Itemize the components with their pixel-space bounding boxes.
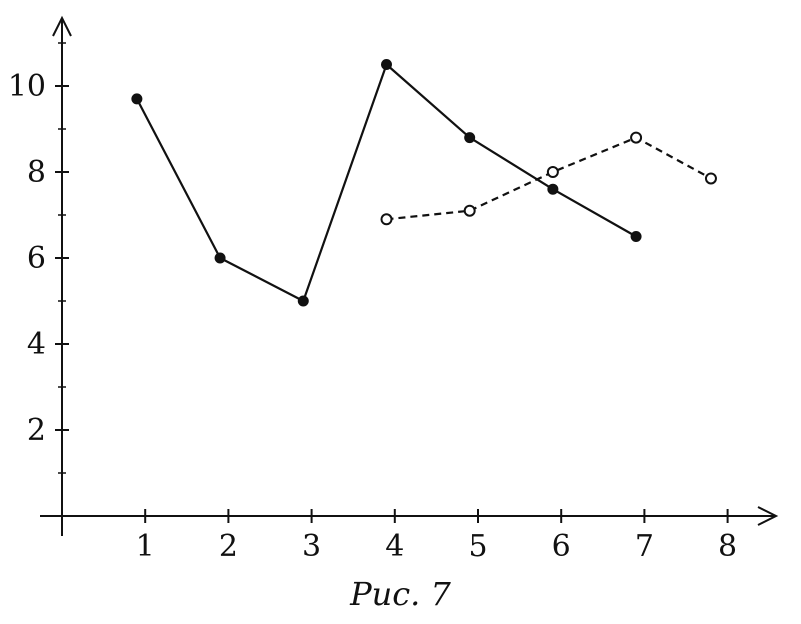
data-point [464,132,476,144]
y-tick-label: 10 [8,69,46,104]
figure-caption: Рис. 7 [350,575,451,613]
series-line [135,63,637,303]
x-tick-label: 1 [136,529,155,564]
series-2 [380,131,717,226]
data-point [131,93,143,105]
data-point [630,231,642,242]
x-tick-label: 2 [219,529,238,564]
series-layer [131,59,717,307]
x-tick-label: 6 [552,529,571,564]
series-1 [131,59,642,307]
data-point [630,131,643,144]
y-tick-label: 8 [27,155,46,190]
x-tick-label: 3 [302,529,321,564]
y-axis-arrow [52,15,72,37]
series-line [386,136,712,221]
data-point [463,204,476,217]
data-point [380,59,392,70]
data-point [214,252,226,264]
x-tick-label: 7 [635,529,654,564]
x-tick-label: 4 [385,529,404,564]
x-axis-arrow [757,506,779,526]
x-tick-label: 8 [718,529,737,564]
y-tick-label: 2 [27,413,46,448]
data-point [547,183,559,195]
line-chart: 1 2 3 4 5 6 7 8 2 4 6 8 10 [8,15,779,564]
y-tick-label: 4 [27,327,46,362]
data-point [380,213,393,226]
axes: 1 2 3 4 5 6 7 8 2 4 6 8 10 [8,15,779,564]
data-point [297,295,309,307]
y-tick-label: 6 [27,241,46,276]
data-point [704,172,717,185]
x-tick-label: 5 [468,529,487,564]
data-point [546,166,559,178]
